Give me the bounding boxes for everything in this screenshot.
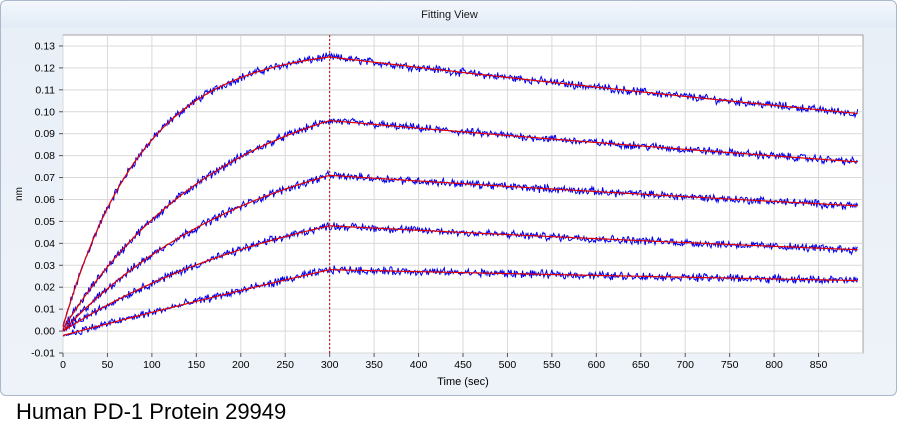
y-tick-label: 0.00 (35, 326, 56, 338)
x-tick-label: 100 (143, 359, 161, 371)
x-tick-label: 300 (321, 359, 339, 371)
x-tick-label: 350 (365, 359, 383, 371)
y-tick-label: 0.07 (35, 172, 56, 184)
figure-caption: Human PD-1 Protein 29949 (16, 399, 287, 424)
x-tick-label: 150 (188, 359, 206, 371)
y-tick-label: 0.08 (35, 150, 56, 162)
y-tick-label: -0.01 (31, 348, 55, 360)
x-tick-label: 0 (60, 359, 66, 371)
y-tick-label: 0.09 (35, 128, 56, 140)
y-tick-label: 0.01 (35, 304, 56, 316)
chart: -0.01 0.00 0.01 0.02 0.03 0.04 0.05 0.06 0.07 0.0… (14, 34, 864, 388)
y-tick-label: 0.13 (35, 40, 56, 52)
x-tick-label: 450 (454, 359, 472, 371)
fit-curve-1 (62, 56, 858, 327)
x-tick-label: 850 (810, 359, 828, 371)
x-tick-label: 50 (102, 359, 114, 371)
fit-curves (62, 56, 858, 337)
x-axis-label: Time (sec) (437, 376, 489, 388)
window-title: Fitting View (421, 9, 478, 21)
y-tick-label: 0.04 (35, 238, 56, 250)
y-axis-label: nm (14, 187, 25, 201)
x-tick-label: 200 (232, 359, 250, 371)
y-tick-label: 0.03 (35, 260, 56, 272)
x-tick-label: 500 (499, 359, 517, 371)
x-tick-label: 600 (588, 359, 606, 371)
fit-curve-5 (62, 269, 858, 337)
y-tick-label: 0.02 (35, 282, 56, 294)
y-tick-label: 0.12 (35, 62, 56, 74)
x-tick-label: 250 (276, 359, 294, 371)
x-tick-label: 550 (543, 359, 561, 371)
y-tick-label: 0.05 (35, 216, 56, 228)
x-axis-ticks: 0 50 100 150 200 250 300 350 400 450 500 550 600 650 7… (60, 353, 827, 371)
raw-trace-4 (62, 221, 858, 332)
y-tick-label: 0.06 (35, 194, 56, 206)
fit-curve-2 (62, 119, 858, 330)
x-tick-label: 750 (721, 359, 739, 371)
fit-curve-4 (62, 225, 858, 332)
x-tick-label: 700 (676, 359, 694, 371)
y-axis-ticks: -0.01 0.00 0.01 0.02 0.03 0.04 0.05 0.06 0.07 0.0… (31, 40, 63, 360)
x-tick-label: 800 (765, 359, 783, 371)
y-tick-label: 0.11 (35, 84, 55, 96)
y-tick-label: 0.10 (35, 106, 56, 118)
x-tick-label: 650 (632, 359, 650, 371)
x-tick-label: 400 (410, 359, 428, 371)
fit-curve-3 (62, 174, 858, 332)
